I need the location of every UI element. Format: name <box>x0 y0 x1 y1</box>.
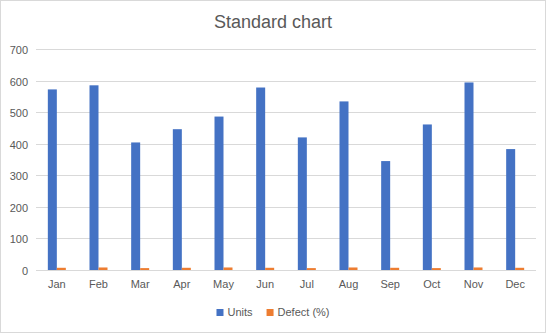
bar <box>390 268 399 270</box>
x-tick-label: Nov <box>464 278 484 290</box>
x-tick-label: Dec <box>505 278 525 290</box>
y-tick-label: 600 <box>10 76 28 88</box>
y-tick-label: 100 <box>10 233 28 245</box>
bar <box>474 267 483 270</box>
grid-line <box>36 238 536 239</box>
bar <box>381 161 390 270</box>
x-axis-line <box>36 270 536 271</box>
x-tick-label: Jan <box>48 278 66 290</box>
bar <box>307 268 316 270</box>
x-tick-label: Oct <box>423 278 440 290</box>
grid-line <box>36 175 536 176</box>
legend-swatch <box>216 309 223 316</box>
bar <box>506 149 515 270</box>
bar <box>140 268 149 270</box>
bar <box>340 101 349 270</box>
bar <box>265 268 274 270</box>
y-tick-label: 300 <box>10 170 28 182</box>
y-tick-label: 700 <box>10 44 28 56</box>
y-tick-label: 200 <box>10 202 28 214</box>
chart-title: Standard chart <box>214 12 332 32</box>
legend-swatch <box>267 309 274 316</box>
bar <box>48 89 57 270</box>
grid-line <box>36 49 536 50</box>
y-tick-label: 500 <box>10 107 28 119</box>
bar <box>256 88 265 270</box>
bar <box>182 268 191 270</box>
grid-line <box>36 112 536 113</box>
bar <box>99 267 108 270</box>
y-tick-label: 0 <box>22 265 28 277</box>
bar <box>173 129 182 270</box>
grid-line <box>36 207 536 208</box>
legend: Units Defect (%) <box>216 306 329 318</box>
legend-label: Units <box>227 306 253 318</box>
x-tick-label: Sep <box>380 278 400 290</box>
bar <box>215 117 224 270</box>
bar <box>224 267 233 270</box>
bar <box>465 82 474 270</box>
x-tick-label: Apr <box>173 278 190 290</box>
bar <box>349 267 358 270</box>
bar <box>90 85 99 270</box>
x-tick-label: Aug <box>339 278 359 290</box>
bar <box>298 137 307 270</box>
bar <box>432 268 441 270</box>
bar <box>131 142 140 270</box>
x-tick-label: Mar <box>131 278 150 290</box>
x-tick-label: May <box>213 278 234 290</box>
x-tick-label: Jun <box>256 278 274 290</box>
bar <box>423 124 432 270</box>
grid-line <box>36 270 536 271</box>
bar <box>515 268 524 270</box>
chart-frame <box>1 1 546 333</box>
x-tick-label: Feb <box>89 278 108 290</box>
x-tick-label: Jul <box>300 278 314 290</box>
grid-line <box>36 144 536 145</box>
bar <box>57 268 66 270</box>
y-tick-label: 400 <box>10 139 28 151</box>
legend-label: Defect (%) <box>278 306 330 318</box>
grid-line <box>36 81 536 82</box>
bars <box>48 82 524 270</box>
chart-svg: Standard chart 0 100 200 300 400 500 600 700 Jan F… <box>0 0 546 333</box>
chart-container: Standard chart 0 100 200 300 400 500 600 700 Jan F… <box>0 0 546 333</box>
